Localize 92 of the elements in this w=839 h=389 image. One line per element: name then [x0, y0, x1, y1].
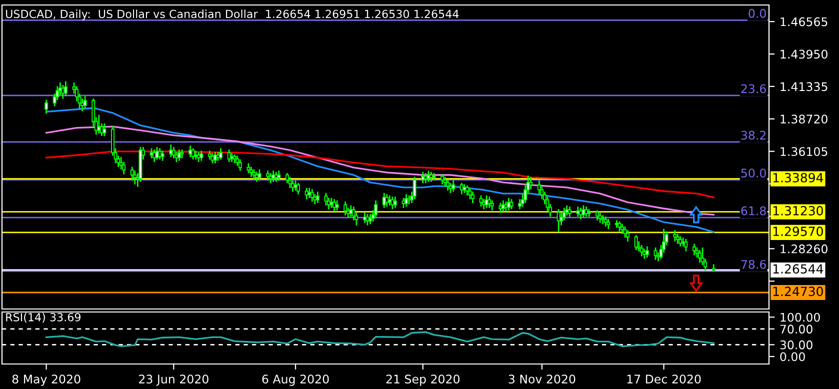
line-series — [45, 331, 714, 348]
y-tick-label: 1.43950 — [780, 50, 828, 59]
ref-line-label: 1.24730 — [773, 286, 823, 296]
candlestick — [488, 196, 492, 208]
candlestick — [601, 215, 605, 224]
candlestick — [324, 192, 328, 206]
annotation: 61.8 — [741, 206, 766, 216]
candlestick — [654, 248, 658, 260]
candlestick — [582, 205, 586, 218]
y-tick-label: 1.46565 — [780, 17, 828, 26]
candlestick — [374, 200, 378, 218]
candlestick — [556, 209, 560, 232]
y-tick-label: 1.28260 — [780, 244, 828, 254]
y-tick-label: 0.00 — [780, 352, 805, 362]
candlestick — [238, 159, 242, 171]
candlestick — [152, 149, 156, 162]
candlestick — [349, 205, 353, 217]
candlestick — [698, 250, 702, 263]
x-tick-label: 3 Nov 2020 — [508, 374, 576, 384]
candlestick — [692, 244, 696, 256]
candlestick — [623, 226, 627, 238]
candlestick — [404, 194, 408, 207]
candlestick — [645, 246, 649, 258]
x-tick-label: 21 Sep 2020 — [386, 374, 460, 386]
annotation: 0.0 — [748, 8, 766, 18]
candlestick — [460, 182, 464, 194]
candlestick — [219, 148, 222, 160]
candlestick — [673, 230, 677, 242]
x-tick-label: 8 May 2020 — [12, 374, 80, 386]
candlestick — [426, 170, 430, 182]
y-tick-label: 1.41335 — [780, 82, 828, 92]
candlestick — [332, 199, 336, 212]
x-tick-label: 17 Dec 2020 — [627, 374, 701, 384]
candlestick — [169, 144, 173, 158]
candlestick — [390, 196, 394, 210]
candlestick — [304, 188, 308, 200]
candlestick — [640, 245, 644, 256]
x-tick-label: 23 Jun 2020 — [139, 374, 208, 386]
candlestick — [316, 192, 320, 203]
candlestick — [83, 96, 87, 109]
candlestick — [97, 114, 101, 134]
annotation: 78.6 — [741, 260, 766, 269]
candlestick — [310, 189, 314, 202]
candlestick — [684, 238, 688, 252]
y-tick-label: 1.36105 — [780, 147, 828, 156]
candlestick — [412, 176, 416, 200]
candlestick — [296, 182, 300, 194]
y-tick-label: 1.38720 — [780, 114, 828, 124]
candlestick — [44, 100, 48, 114]
candlestick — [712, 264, 716, 271]
candlestick — [133, 170, 137, 184]
candlestick — [130, 166, 134, 181]
ref-line-label: 1.26544 — [773, 264, 824, 274]
candlestick — [452, 180, 456, 192]
annotation: 23.6 — [741, 84, 766, 94]
y-tick-label: 100.00 — [780, 312, 820, 322]
candlestick — [177, 149, 181, 161]
candlestick — [529, 176, 533, 190]
candlestick — [626, 230, 630, 242]
candlestick — [194, 150, 198, 160]
candlestick — [288, 176, 292, 188]
candlestick — [227, 149, 231, 162]
candlestick — [421, 172, 425, 184]
candlestick — [102, 123, 106, 136]
candlestick — [191, 148, 195, 160]
annotation: 38.2 — [741, 130, 766, 140]
ref-line-label: 1.31230 — [773, 206, 823, 216]
candlestick — [64, 81, 68, 96]
candlestick — [634, 235, 638, 250]
x-tick-label: 6 Aug 2020 — [262, 374, 329, 386]
candlestick — [385, 194, 389, 207]
candlestick — [61, 84, 65, 99]
candlestick — [393, 196, 397, 208]
line-series — [45, 150, 714, 198]
candlestick — [468, 188, 472, 200]
candlestick — [344, 202, 348, 216]
annotation: 50.0 — [741, 168, 766, 178]
candlestick — [470, 192, 474, 203]
ref-line-label: 1.33894 — [773, 172, 824, 182]
candlestick — [272, 170, 276, 182]
candlestick — [158, 148, 162, 160]
chart-title: RSI(14) 33.69 — [6, 312, 80, 323]
ref-line-label: 1.29570 — [773, 226, 823, 236]
candlestick — [291, 180, 294, 192]
chart-title: USDCAD, Daily: US Dollar vs Canadian Dollar 1.26654 1.26951 1.26530 1.26544 — [6, 10, 459, 20]
candlestick — [213, 152, 217, 164]
candlestick — [479, 195, 483, 207]
y-tick-label: 30.00 — [780, 340, 812, 350]
candlestick — [172, 147, 176, 158]
y-tick-label: 70.00 — [780, 324, 812, 334]
candlestick — [188, 146, 192, 158]
candlestick — [446, 179, 450, 191]
